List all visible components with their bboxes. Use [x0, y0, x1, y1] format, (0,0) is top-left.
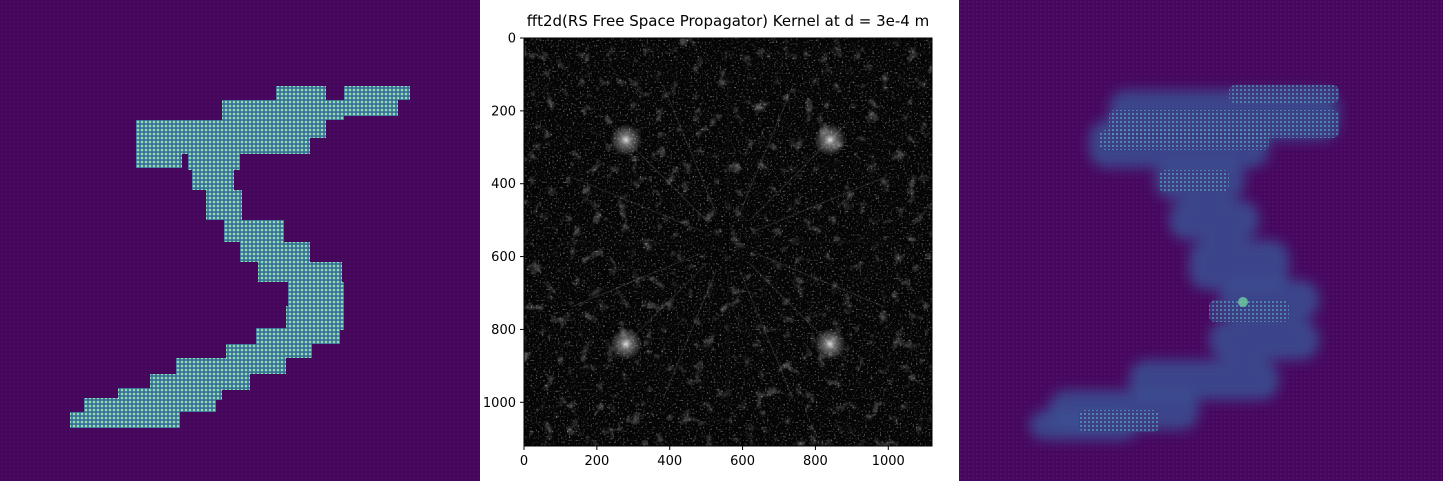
digit-block — [84, 398, 216, 412]
digit-block — [288, 282, 344, 306]
digit-block — [222, 100, 344, 120]
x-tick-label: 400 — [657, 454, 682, 469]
x-tick-label: 200 — [584, 454, 609, 469]
x-axis: 0 200 400 600 800 1000 — [520, 446, 905, 469]
digit-block — [258, 262, 342, 282]
right-texture — [959, 0, 1443, 481]
y-tick-label: 800 — [491, 323, 516, 338]
kernel-plot-area — [524, 38, 932, 446]
x-tick-label: 800 — [803, 454, 828, 469]
digit-block — [344, 86, 410, 100]
streak-line — [755, 176, 886, 232]
kernel-plot: fft2d(RS Free Space Propagator) Kernel a… — [483, 12, 933, 469]
dotted-region — [1229, 85, 1339, 103]
digit-block — [256, 328, 340, 344]
digit-block — [188, 154, 240, 170]
digit-block — [192, 170, 234, 190]
digit-block — [176, 358, 286, 374]
y-tick-label: 1000 — [483, 396, 516, 411]
digit-block — [240, 242, 310, 262]
digit-block — [136, 120, 326, 138]
digit-block — [276, 86, 326, 100]
streak-line — [738, 269, 794, 400]
streak-line — [570, 176, 701, 232]
kernel-plot-title: fft2d(RS Free Space Propagator) Kernel a… — [527, 12, 929, 30]
digit-shape — [70, 86, 410, 428]
digit-block — [70, 412, 180, 428]
kernel-bright-spot — [610, 124, 642, 156]
digit-block — [136, 154, 182, 168]
y-tick-label: 400 — [491, 177, 516, 192]
bright-pixel — [1238, 297, 1248, 307]
dotted-region — [1159, 170, 1229, 192]
y-tick-label: 600 — [491, 250, 516, 265]
kernel-plot-panel: fft2d(RS Free Space Propagator) Kernel a… — [480, 0, 959, 481]
streak-line — [662, 84, 718, 215]
input-field-panel — [0, 0, 480, 481]
input-field-heatmap — [0, 0, 480, 481]
y-tick-label: 0 — [508, 32, 516, 47]
digit-block — [150, 374, 250, 390]
propagated-shape — [1029, 85, 1339, 440]
digit-block — [136, 138, 310, 154]
x-tick-label: 1000 — [872, 454, 905, 469]
x-tick-label: 600 — [730, 454, 755, 469]
dotted-region — [1099, 130, 1269, 150]
streak-line — [570, 252, 701, 308]
glow-region — [1189, 240, 1289, 290]
dotted-region — [1209, 300, 1289, 322]
digit-block — [344, 100, 398, 116]
digit-block — [286, 306, 344, 330]
y-tick-label: 200 — [491, 104, 516, 119]
output-field-heatmap — [959, 0, 1443, 481]
streak-line — [755, 252, 886, 308]
kernel-bright-spot — [610, 328, 642, 360]
y-axis: 0 200 400 600 800 1000 — [483, 32, 524, 411]
kernel-bright-spot — [814, 124, 846, 156]
streak-line — [738, 84, 794, 215]
output-field-panel — [959, 0, 1443, 481]
kernel-bright-spot — [814, 328, 846, 360]
glow-region — [1209, 320, 1319, 360]
digit-block — [226, 344, 312, 358]
plot-frame — [523, 37, 933, 447]
digit-block — [224, 220, 284, 242]
glow-region — [1169, 200, 1259, 240]
digit-block — [206, 190, 242, 220]
streak-line — [662, 269, 718, 400]
dotted-region — [1079, 410, 1159, 432]
x-tick-label: 0 — [520, 454, 528, 469]
digit-block — [118, 388, 222, 400]
